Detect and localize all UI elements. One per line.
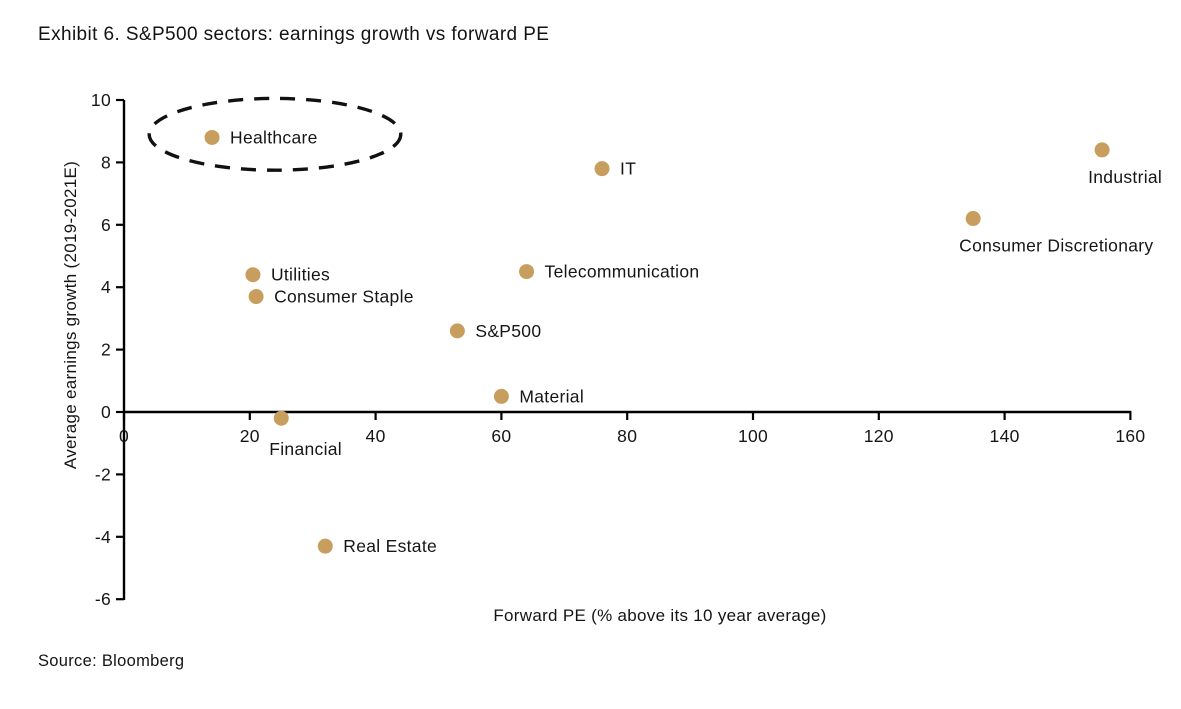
data-point-label-financial: Financial [269, 439, 342, 459]
data-point-label-telecommunication: Telecommunication [545, 262, 700, 282]
data-point-industrial [1094, 142, 1110, 158]
x-tick-label: 160 [1115, 426, 1145, 446]
data-point-s-p500 [449, 323, 465, 339]
data-point-real-estate [317, 538, 333, 554]
x-tick-label: 100 [738, 426, 768, 446]
y-tick-label: 6 [101, 215, 111, 235]
data-point-consumer-staple [248, 289, 264, 305]
data-point-it [594, 161, 610, 177]
x-axis-title: Forward PE (% above its 10 year average) [493, 606, 827, 625]
data-point-label-real-estate: Real Estate [343, 536, 437, 556]
data-point-label-consumer-discretionary: Consumer Discretionary [959, 236, 1153, 256]
chart-title: Exhibit 6. S&P500 sectors: earnings grow… [38, 24, 550, 45]
x-tick-label: 60 [491, 426, 511, 446]
y-tick-label: -4 [95, 527, 111, 547]
y-tick-label: 2 [101, 340, 111, 360]
x-tick-label: 140 [990, 426, 1020, 446]
data-point-label-s-p500: S&P500 [475, 321, 541, 341]
data-point-material [493, 388, 509, 404]
data-point-utilities [245, 267, 261, 283]
y-tick-label: 0 [101, 402, 111, 422]
data-point-telecommunication [519, 264, 535, 280]
data-point-label-industrial: Industrial [1088, 167, 1162, 187]
data-point-label-utilities: Utilities [271, 265, 330, 285]
data-point-label-healthcare: Healthcare [230, 127, 318, 147]
y-tick-label: 4 [101, 277, 111, 297]
data-point-label-it: IT [620, 159, 636, 179]
x-tick-label: 120 [864, 426, 894, 446]
source-note: Source: Bloomberg [38, 652, 185, 670]
data-point-financial [273, 410, 289, 426]
y-tick-label: -6 [95, 589, 111, 609]
data-point-healthcare [204, 129, 220, 145]
x-tick-label: 0 [119, 426, 129, 446]
highlight-ellipse-healthcare [147, 96, 403, 172]
y-tick-label: 8 [101, 152, 111, 172]
data-point-consumer-discretionary [965, 211, 981, 227]
y-tick-label: -2 [95, 464, 111, 484]
y-tick-label: 10 [91, 90, 111, 110]
x-tick-label: 40 [366, 426, 386, 446]
x-tick-label: 20 [240, 426, 260, 446]
x-tick-label: 80 [617, 426, 637, 446]
data-point-label-consumer-staple: Consumer Staple [274, 287, 414, 307]
data-point-label-material: Material [519, 386, 584, 406]
